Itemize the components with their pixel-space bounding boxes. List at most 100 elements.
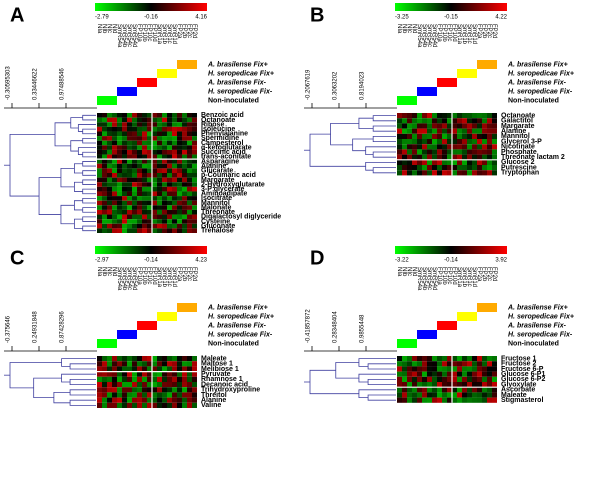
heatmap-cell: [147, 122, 152, 127]
heatmap-cell: [137, 219, 142, 224]
heatmap-cell: [172, 382, 177, 388]
heatmap-cell: [97, 182, 102, 187]
heatmap-cell: [137, 361, 142, 367]
column-label: SmR1c: [466, 267, 472, 287]
heatmap-cell: [147, 219, 152, 224]
heatmap-cell: [112, 371, 117, 377]
row-label: Spermidine: [201, 135, 239, 142]
heatmap-cell: [177, 361, 182, 367]
heatmap-cell: [462, 144, 467, 150]
heatmap-cell: [167, 387, 172, 393]
heatmap-cell: [182, 177, 187, 183]
heatmap-cell: [482, 113, 487, 119]
heatmap-cell: [112, 122, 117, 127]
heatmap-cell: [127, 113, 132, 118]
heatmap-cell: [112, 402, 117, 408]
heatmap-cell: [177, 376, 182, 382]
heatmap-cell: [177, 173, 182, 178]
heatmap-cell: [477, 170, 482, 176]
heatmap-cell: [402, 159, 407, 165]
heatmap-cell: [437, 133, 442, 139]
heatmap-cell: [177, 223, 182, 229]
heatmap-cell: [167, 402, 172, 408]
heatmap-cell: [477, 118, 482, 124]
heatmap-cell: [152, 145, 157, 150]
heatmap-cell: [152, 397, 157, 403]
column-label: SmR54b: [121, 24, 127, 48]
dendrogram-branch: [82, 128, 96, 135]
heatmap-cell: [167, 145, 172, 150]
heatmap-cell: [422, 133, 427, 139]
heatmap-cell: [177, 397, 182, 403]
heatmap-cell: [407, 356, 412, 362]
group-bar: [117, 330, 137, 339]
heatmap-cell: [147, 177, 152, 183]
group-bar: [417, 330, 437, 339]
heatmap-cell: [172, 196, 177, 201]
heatmap-cell: [152, 214, 157, 220]
row-label: 3-P glycerate: [201, 186, 245, 193]
dendrogram-branch: [367, 363, 396, 370]
column-label: NIa: [96, 24, 102, 34]
heatmap-cell: [97, 205, 102, 210]
heatmap-cell: [172, 145, 177, 150]
heatmap-cell: [132, 168, 137, 173]
row-label: Stigmasterol: [501, 397, 543, 404]
heatmap-cell: [397, 356, 402, 362]
group-bar: [117, 87, 137, 96]
column-label: FP2a: [176, 267, 182, 282]
heatmap-cell: [467, 165, 472, 171]
heatmap-cell: [122, 182, 127, 187]
heatmap-cell: [432, 392, 437, 398]
heatmap-cell: [182, 140, 187, 146]
heatmap-cell: [157, 205, 162, 210]
heatmap-cell: [467, 118, 472, 124]
heatmap-cell: [167, 200, 172, 206]
group-legend: A. brasilense Fix-: [507, 79, 567, 86]
heatmap-cell: [477, 128, 482, 134]
heatmap-cell: [162, 182, 167, 187]
dendrogram-branch: [372, 125, 396, 132]
heatmap-cell: [102, 397, 107, 403]
group-legend: H. seropedicae Fix+: [208, 70, 274, 77]
heatmap-cell: [102, 205, 107, 210]
heatmap-cell: [152, 131, 157, 137]
heatmap-cell: [132, 209, 137, 215]
heatmap-cell: [107, 173, 112, 178]
heatmap-cell: [152, 376, 157, 382]
heatmap-cell: [172, 214, 177, 220]
heatmap-cell: [472, 371, 477, 377]
dendrogram-branch: [60, 204, 75, 225]
heatmap-cell: [412, 387, 417, 393]
heatmap-cell: [122, 376, 127, 382]
heatmap-cell: [417, 387, 422, 393]
heatmap-cell: [177, 382, 182, 388]
group-legend: Non-inoculated: [508, 340, 559, 347]
heatmap-cell: [452, 139, 457, 145]
heatmap-cell: [182, 182, 187, 187]
heatmap-cell: [157, 168, 162, 173]
heatmap-cell: [97, 366, 102, 372]
heatmap-cell: [112, 154, 117, 160]
heatmap-cell: [147, 214, 152, 220]
heatmap-cell: [182, 366, 187, 372]
heatmap-cell: [177, 200, 182, 206]
cluster-tick: 0.9855448: [360, 314, 366, 343]
row-label: p-Coumaric acid: [201, 172, 256, 179]
heatmap-cell: [417, 371, 422, 377]
heatmap-cell: [427, 397, 432, 403]
heatmap-cell: [472, 118, 477, 124]
heatmap-cell: [457, 165, 462, 171]
heatmap-cell: [192, 392, 197, 398]
heatmap-cell: [432, 133, 437, 139]
heatmap-cell: [112, 149, 117, 155]
column-label: FP10a: [136, 267, 142, 285]
heatmap-cell: [192, 154, 197, 160]
heatmap-cell: [172, 163, 177, 169]
heatmap-cell: [172, 136, 177, 141]
heatmap-cell: [192, 177, 197, 183]
heatmap-cell: [437, 397, 442, 403]
heatmap-cell: [147, 163, 152, 169]
heatmap-cell: [177, 145, 182, 150]
heatmap-cell: [167, 182, 172, 187]
